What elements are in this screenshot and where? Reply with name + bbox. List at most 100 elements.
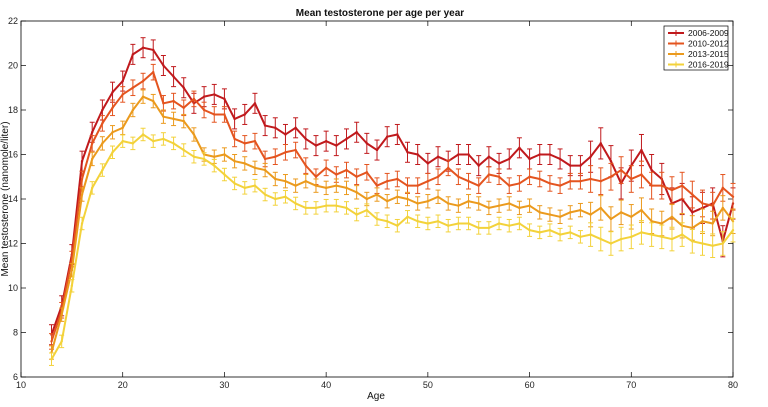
data-point (263, 124, 267, 127)
data-point (650, 220, 653, 223)
data-point (630, 177, 633, 181)
data-point (50, 340, 53, 343)
data-point (121, 79, 124, 83)
data-point (314, 206, 318, 210)
data-point (538, 211, 541, 214)
data-point (111, 91, 114, 94)
data-point (111, 106, 114, 109)
data-point (213, 113, 216, 116)
data-point (365, 142, 369, 145)
data-point (548, 182, 552, 185)
data-point (436, 195, 440, 198)
data-point (233, 137, 236, 141)
data-point (101, 122, 104, 125)
data-point (579, 235, 582, 239)
data-point (508, 224, 511, 227)
data-point (355, 191, 358, 194)
data-point (233, 182, 236, 185)
data-point (243, 186, 246, 190)
data-point (50, 358, 53, 361)
data-point (253, 139, 257, 143)
data-point (385, 135, 389, 138)
data-point (558, 215, 562, 218)
data-point (548, 213, 552, 216)
data-point (294, 148, 297, 152)
data-point (579, 164, 582, 167)
x-tick-label: 60 (525, 380, 535, 390)
data-point (365, 197, 369, 201)
data-point (385, 180, 389, 183)
data-point (416, 220, 419, 223)
y-tick-label: 10 (8, 283, 18, 293)
data-point (711, 222, 714, 225)
data-point (436, 220, 440, 223)
data-point (375, 193, 379, 196)
data-point (599, 180, 602, 183)
data-point (691, 193, 694, 196)
data-point (528, 157, 531, 161)
data-point (477, 226, 480, 230)
data-point (365, 208, 369, 212)
data-point (487, 173, 491, 176)
data-point (731, 228, 735, 232)
data-point (558, 233, 562, 236)
data-point (60, 313, 63, 316)
data-point (721, 186, 725, 190)
data-point (660, 184, 663, 187)
data-point (691, 226, 694, 230)
data-point (680, 184, 684, 187)
data-point (284, 180, 287, 183)
data-point (253, 102, 257, 105)
data-point (91, 142, 94, 145)
series-2016-2019 (49, 127, 736, 366)
data-point (385, 200, 389, 203)
data-point (508, 202, 511, 205)
data-point (80, 159, 84, 163)
data-point (609, 217, 613, 221)
data-point (609, 175, 613, 178)
data-point (599, 237, 602, 241)
data-point (619, 237, 623, 241)
data-point (599, 142, 602, 145)
data-point (528, 204, 531, 207)
data-point (213, 93, 216, 96)
data-point (457, 204, 460, 207)
data-point (426, 162, 430, 165)
data-point (650, 168, 653, 172)
y-axis-label: Mean testosterone (nanomole/liter) (0, 121, 11, 276)
data-point (91, 186, 94, 190)
data-point (691, 211, 694, 214)
data-point (579, 180, 582, 183)
data-point (660, 235, 663, 239)
data-point (396, 133, 399, 136)
data-point (619, 168, 623, 172)
data-point (345, 168, 348, 172)
data-point (447, 224, 450, 227)
data-point (243, 162, 246, 165)
data-point (569, 164, 572, 167)
data-point (670, 188, 674, 192)
data-point (355, 213, 358, 216)
data-point (131, 86, 135, 89)
series-2013-2015 (49, 89, 736, 360)
data-point (497, 222, 501, 225)
data-point (274, 177, 277, 181)
data-point (406, 215, 409, 218)
data-point (396, 195, 399, 198)
series-line (50, 133, 734, 360)
data-point (518, 206, 521, 210)
data-point (538, 177, 541, 181)
data-point (324, 204, 328, 207)
data-point (233, 159, 236, 163)
data-point (314, 175, 318, 178)
data-point (223, 173, 226, 176)
data-point (284, 133, 287, 136)
legend-label: 2013-2015 (688, 49, 729, 59)
data-point (416, 153, 419, 156)
data-point (263, 157, 267, 161)
x-axis: 10 20 30 40 50 60 70 80 (16, 21, 738, 390)
data-point (396, 177, 399, 181)
data-point (213, 164, 216, 167)
data-point (80, 177, 84, 181)
data-point (701, 202, 704, 205)
